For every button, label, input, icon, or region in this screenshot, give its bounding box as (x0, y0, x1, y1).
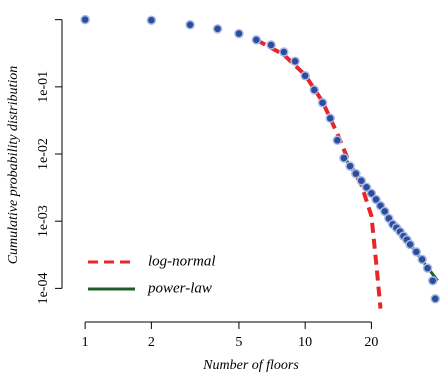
data-point (371, 194, 381, 205)
x-tick-label: 1 (82, 335, 89, 350)
data-point (325, 113, 335, 124)
data-point (251, 35, 262, 45)
data-point (422, 263, 433, 273)
data-point (361, 182, 372, 193)
data-point (212, 24, 223, 34)
data-point (411, 247, 422, 257)
data-point (366, 188, 377, 199)
legend-label: log-normal (148, 253, 216, 269)
y-axis-label: Cumulative probability distribution (6, 66, 21, 265)
data-point (279, 47, 289, 57)
fit-line (255, 38, 383, 309)
data-point (266, 40, 276, 50)
data-point (80, 14, 90, 25)
data-point (317, 97, 328, 108)
data-point (427, 275, 438, 286)
data-point (351, 168, 361, 179)
data-point (339, 153, 349, 163)
data-point (380, 206, 390, 217)
x-tick-label: 20 (364, 335, 378, 350)
data-point (356, 175, 367, 186)
data-point (309, 85, 320, 95)
y-tick-label: 1e-03 (36, 205, 51, 237)
data-point (146, 15, 157, 25)
data-point (185, 19, 195, 30)
y-tick-label: 1e-01 (36, 71, 51, 103)
legend-label: power-law (147, 280, 212, 296)
x-tick-label: 5 (235, 335, 242, 350)
x-tick-label: 2 (148, 335, 155, 350)
data-point (345, 161, 355, 171)
data-point (300, 71, 310, 81)
data-point (430, 294, 440, 304)
data-point (290, 56, 300, 67)
x-axis-label: Number of floors (202, 358, 299, 373)
data-point (405, 239, 415, 250)
data-point (332, 135, 343, 146)
x-tick-label: 10 (298, 335, 312, 350)
y-tick-label: 1e-02 (36, 138, 51, 170)
data-point (417, 254, 427, 265)
data-point (234, 28, 244, 39)
y-tick-label: 1e-04 (36, 272, 51, 304)
